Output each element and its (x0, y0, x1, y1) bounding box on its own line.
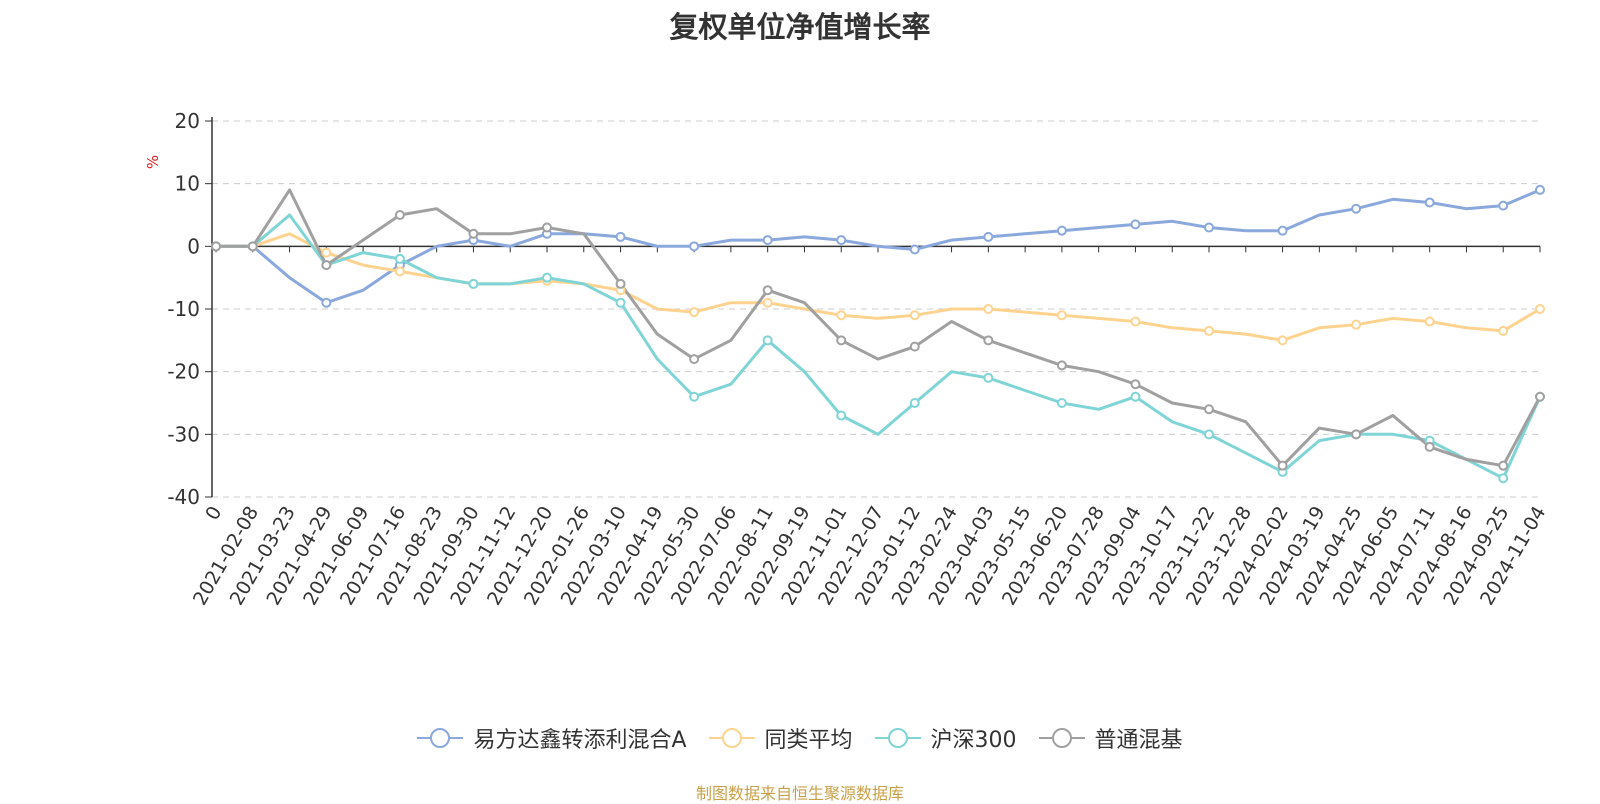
y-tick-label: 10 (175, 172, 200, 196)
legend-marker-category-average (708, 728, 755, 748)
data-point (1535, 391, 1545, 402)
legend-label-csi300: 沪深300 (930, 728, 1017, 753)
y-tick-label: -30 (167, 422, 200, 446)
data-point (836, 235, 847, 246)
legend-label-fund: 易方达鑫转添利混合A (473, 728, 687, 753)
data-point (1424, 441, 1435, 452)
data-point (1424, 197, 1435, 208)
series-line-0 (216, 188, 1541, 305)
data-point (1130, 219, 1141, 230)
data-point (1056, 398, 1067, 408)
data-point (1130, 316, 1141, 327)
data-point (1535, 184, 1545, 195)
data-point (836, 335, 847, 346)
data-point (909, 310, 920, 321)
y-tick-label: 20 (175, 109, 200, 133)
series-line-2 (216, 213, 1542, 480)
data-point (1130, 379, 1141, 390)
data-point (1351, 319, 1362, 330)
data-point (689, 307, 700, 318)
data-point (909, 398, 920, 408)
data-point (321, 260, 332, 271)
data-point (762, 297, 773, 308)
data-point (689, 241, 700, 252)
data-point (1056, 310, 1067, 321)
data-point (689, 391, 700, 402)
legend-item-csi300[interactable]: 沪深300 (874, 722, 1017, 754)
data-point (983, 231, 994, 242)
data-point (762, 285, 773, 296)
legend-item-fund[interactable]: 易方达鑫转添利混合A (417, 722, 687, 754)
data-point (1204, 404, 1214, 415)
y-tick-label: -10 (167, 297, 200, 321)
data-point (1056, 360, 1067, 371)
data-point (1351, 429, 1362, 440)
data-point (836, 310, 847, 321)
data-point (1535, 304, 1545, 314)
data-point (468, 228, 479, 239)
legend-label-category-average: 同类平均 (764, 728, 853, 753)
data-point (394, 266, 405, 277)
data-point (1204, 222, 1214, 233)
y-tick-label: 0 (187, 234, 200, 258)
legend-marker-fund (417, 728, 464, 748)
data-point (762, 335, 773, 346)
data-point (689, 354, 700, 365)
data-point (247, 241, 258, 252)
chart-title: 复权单位净值增长率 (669, 10, 931, 44)
data-point (468, 278, 479, 289)
y-tick-label: -20 (167, 360, 200, 384)
data-point (909, 341, 920, 352)
legend: 易方达鑫转添利混合A 同类平均 沪深300 普通混基 (0, 720, 1600, 756)
legend-item-mixed-funds[interactable]: 普通混基 (1038, 722, 1183, 754)
legend-marker-mixed-funds (1038, 728, 1085, 748)
legend-item-category-average[interactable]: 同类平均 (708, 722, 853, 754)
data-point (615, 231, 626, 242)
data-point (1424, 316, 1435, 327)
data-point (542, 222, 552, 233)
data-point (1498, 460, 1509, 471)
data-point (211, 241, 221, 252)
data-point (394, 210, 405, 220)
x-tick-label: 0 (201, 503, 226, 524)
data-point (1204, 325, 1214, 336)
data-point (1498, 325, 1509, 336)
y-tick-label: -40 (167, 485, 200, 509)
series-line-3 (216, 188, 1542, 468)
data-point (615, 278, 626, 289)
data-point (321, 247, 332, 258)
data-point (1277, 225, 1288, 236)
data-point (321, 297, 332, 308)
chart-plot: 20100-10-20-30-40%02021-02-082021-03-232… (144, 109, 1550, 609)
data-point (983, 304, 994, 314)
data-point (836, 410, 847, 421)
data-point (542, 272, 552, 283)
data-point (1204, 429, 1214, 440)
legend-label-mixed-funds: 普通混基 (1094, 728, 1183, 753)
data-point (983, 335, 994, 346)
data-point (615, 297, 626, 308)
data-point (1056, 225, 1067, 236)
legend-marker-csi300 (874, 728, 921, 748)
data-point (1498, 200, 1509, 211)
data-point (394, 253, 405, 264)
source-note: 制图数据来自恒生聚源数据库 (695, 784, 904, 803)
data-point (983, 372, 994, 383)
data-point (762, 235, 773, 246)
data-point (1351, 203, 1362, 214)
data-point (1277, 460, 1288, 471)
data-point (1277, 335, 1288, 346)
data-point (909, 244, 920, 255)
data-point (1498, 473, 1509, 484)
y-axis-unit: % (144, 155, 162, 169)
data-point (1130, 391, 1141, 402)
